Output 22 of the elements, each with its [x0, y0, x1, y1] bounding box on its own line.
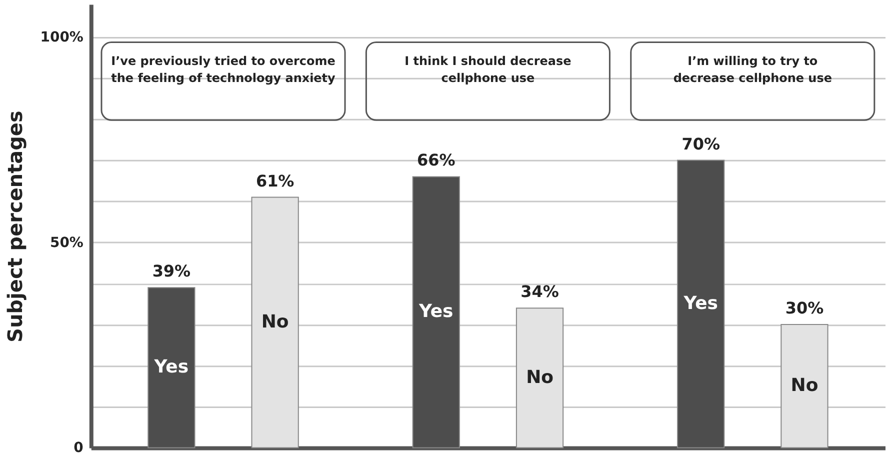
text: Yes — [154, 356, 189, 378]
text: No — [526, 366, 554, 388]
series-label: No — [261, 312, 289, 332]
bar — [251, 196, 299, 448]
series-label: Yes — [682, 293, 718, 314]
text: Yes — [419, 301, 454, 322]
y-tick-label: 0 — [74, 440, 84, 456]
data-label: 70% — [682, 134, 720, 154]
y-axis-title: Subject percentages — [3, 110, 28, 342]
x-tick-label: I think I should decrease cellphone use — [404, 54, 572, 86]
y-tick-label: 50% — [50, 234, 84, 251]
data-label: 39% — [152, 262, 191, 281]
bar — [516, 308, 564, 448]
data-label: 30% — [785, 298, 824, 318]
data-label: 61% — [256, 171, 294, 190]
text: No — [790, 375, 818, 396]
y-tick-label: 100% — [40, 30, 84, 46]
x-tick-label: I’ve previously tried to overcome the feeling of technology anxiety — [111, 54, 336, 86]
data-label: 34% — [520, 282, 559, 302]
data-label: 66% — [417, 150, 456, 170]
x-tick-label: I’m willing to try to decrease cellphone use — [673, 54, 832, 86]
bar — [780, 324, 828, 448]
